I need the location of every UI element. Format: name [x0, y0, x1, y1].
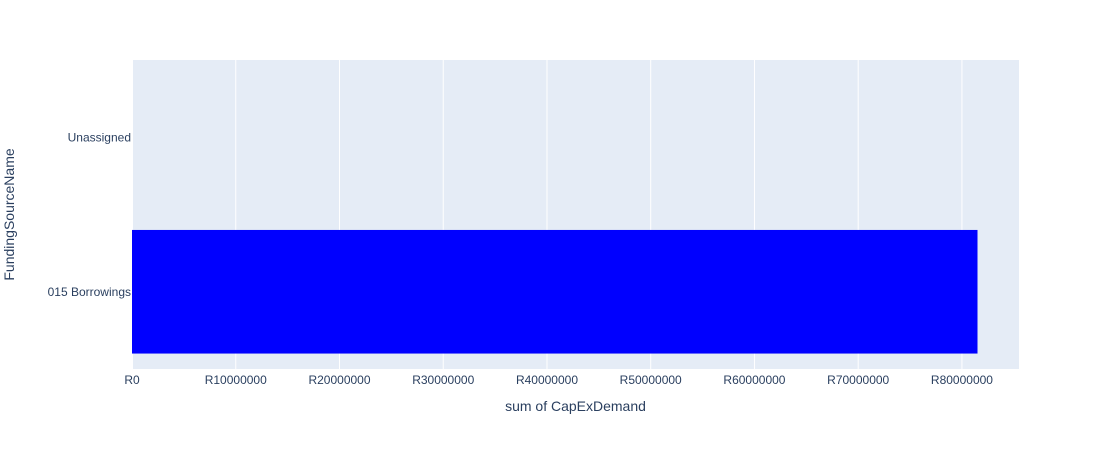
x-tick-label: R40000000 [516, 373, 578, 387]
x-tick-label: R30000000 [412, 373, 474, 387]
x-tick-label: R60000000 [723, 373, 785, 387]
bars [132, 229, 978, 354]
x-axis-title: sum of CapExDemand [505, 398, 646, 414]
x-tick-label: R80000000 [931, 373, 993, 387]
x-tick-label: R20000000 [308, 373, 370, 387]
y-axis-ticks: 015 Borrowings Unassigned [48, 130, 131, 299]
x-axis-ticks: R0 R10000000 R20000000 R30000000 R40000000 R5… [124, 373, 993, 387]
y-axis-title: FundingSourceName [1, 148, 17, 281]
x-tick-label: R50000000 [620, 373, 682, 387]
x-tick-label: R70000000 [827, 373, 889, 387]
y-tick-label: 015 Borrowings [48, 285, 131, 299]
y-tick-label: Unassigned [68, 130, 131, 144]
x-tick-label: R10000000 [205, 373, 267, 387]
bar[interactable] [132, 229, 978, 354]
x-tick-label: R0 [124, 373, 140, 387]
